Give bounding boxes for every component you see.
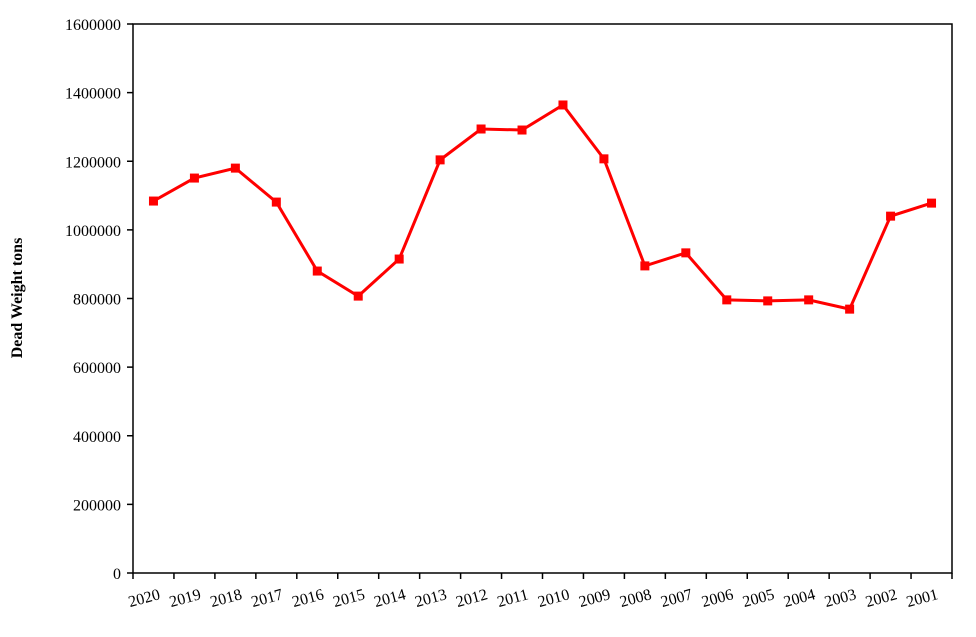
- marker: [599, 154, 609, 164]
- marker: [640, 261, 650, 271]
- y-tick-label: 1400000: [65, 86, 121, 103]
- marker: [189, 173, 199, 183]
- y-tick-label: 600000: [73, 360, 121, 377]
- marker: [353, 291, 363, 301]
- marker: [517, 125, 527, 135]
- x-tick-label: 2004: [782, 586, 817, 611]
- x-tick-label: 2008: [618, 586, 653, 611]
- x-tick-label: 2017: [250, 586, 285, 611]
- marker: [230, 163, 240, 173]
- y-axis-label: Dead Weight tons: [9, 238, 26, 359]
- marker: [476, 124, 486, 134]
- marker: [148, 196, 158, 206]
- x-tick-label: 2011: [495, 586, 530, 611]
- marker: [558, 100, 568, 110]
- x-tick-label: 2016: [290, 586, 325, 611]
- marker: [394, 254, 404, 264]
- x-tick-label: 2002: [864, 586, 899, 611]
- marker: [681, 248, 691, 258]
- line: [152, 102, 932, 311]
- x-tick-label: 2005: [741, 586, 776, 611]
- y-tick-label: 1000000: [65, 223, 121, 240]
- y-tick-label: 1200000: [65, 154, 121, 171]
- y-tick-label: 200000: [73, 497, 121, 514]
- x-tick-label: 2003: [823, 586, 858, 611]
- x-tick-label: 2015: [331, 586, 366, 611]
- marker: [312, 266, 322, 276]
- plot-area: [132, 23, 953, 574]
- x-tick-label: 2001: [905, 586, 940, 611]
- x-tick-label: 2013: [413, 586, 448, 611]
- y-tick-label: 1600000: [65, 17, 121, 34]
- marker: [927, 198, 937, 208]
- marker: [845, 304, 855, 314]
- x-tick-label: 2020: [127, 586, 162, 611]
- x-tick-label: 2006: [700, 586, 735, 611]
- marker: [804, 295, 814, 305]
- x-tick-label: 2018: [209, 586, 244, 611]
- marker: [722, 295, 732, 305]
- x-tick-label: 2014: [372, 586, 407, 611]
- x-tick-label: 2010: [536, 586, 571, 611]
- x-tick-label: 2009: [577, 586, 612, 611]
- y-tick-label: 400000: [73, 429, 121, 446]
- y-tick-label: 800000: [73, 292, 121, 309]
- marker: [271, 197, 281, 207]
- x-tick-label: 2012: [454, 586, 489, 611]
- x-tick-label: 2019: [168, 586, 203, 611]
- y-tick-label: 0: [113, 566, 121, 583]
- marker: [763, 296, 773, 306]
- marker: [435, 155, 445, 165]
- x-tick-label: 2007: [659, 586, 694, 611]
- marker: [886, 211, 896, 221]
